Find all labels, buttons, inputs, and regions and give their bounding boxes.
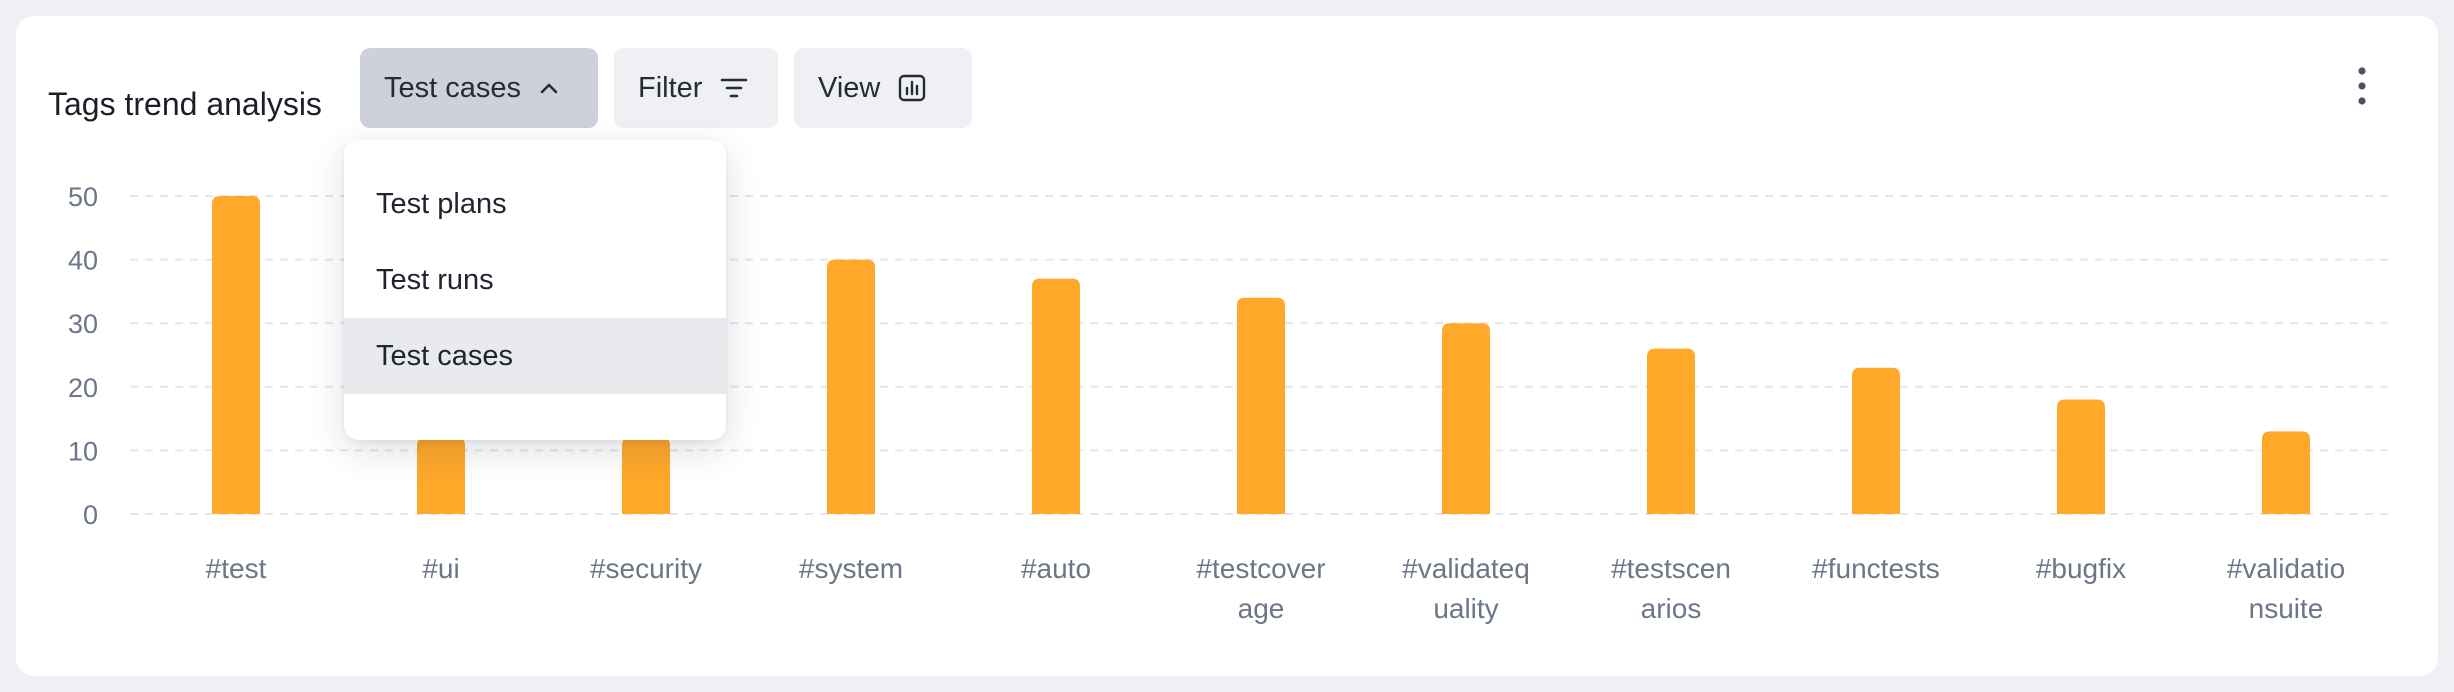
bar-auto[interactable] — [1032, 278, 1080, 514]
x-tick-label: #test — [206, 553, 267, 584]
x-tick-label: #bugfix — [2036, 553, 2126, 584]
x-tick-label: #security — [590, 553, 702, 584]
dropdown-item-test-plans[interactable]: Test plans — [376, 188, 507, 220]
type-dropdown-label: Test cases — [384, 71, 521, 104]
y-tick-label: 30 — [68, 309, 98, 339]
bar-testcoverage[interactable] — [1237, 297, 1285, 514]
y-tick-label: 50 — [68, 182, 98, 212]
dropdown-item-test-cases[interactable]: Test cases — [344, 318, 726, 394]
bar-validatequality[interactable] — [1442, 323, 1490, 514]
view-button[interactable]: View — [794, 48, 972, 128]
x-tick-label: #auto — [1021, 553, 1091, 584]
bar-security[interactable] — [622, 437, 670, 514]
type-dropdown-menu: Test plans Test runs Test cases — [344, 140, 726, 440]
widget-title: Tags trend analysis — [48, 86, 322, 122]
bar-functests[interactable] — [1852, 367, 1900, 514]
x-tick-label: #functests — [1812, 553, 1940, 584]
y-tick-label: 10 — [68, 436, 98, 466]
x-tick-label: #system — [799, 553, 903, 584]
y-tick-label: 40 — [68, 246, 98, 276]
x-tick-label: #ui — [422, 553, 459, 584]
y-tick-label: 20 — [68, 373, 98, 403]
bar-system[interactable] — [827, 259, 875, 514]
x-tick-label: #validateq uality — [1402, 553, 1530, 624]
bar-bugfix[interactable] — [2057, 399, 2105, 514]
bar-ui[interactable] — [417, 437, 465, 514]
chevron-up-icon — [539, 81, 559, 95]
bar-testscenarios[interactable] — [1647, 348, 1695, 514]
bar-test[interactable] — [212, 196, 260, 514]
dropdown-item-test-runs[interactable]: Test runs — [376, 264, 494, 296]
type-dropdown-button[interactable]: Test cases — [360, 48, 598, 128]
x-tick-label: #testscen arios — [1611, 553, 1731, 624]
y-tick-label: 0 — [83, 500, 98, 530]
filter-lines-icon — [720, 77, 748, 99]
view-label: View — [818, 71, 881, 104]
kebab-menu-icon — [2357, 66, 2367, 111]
filter-button[interactable]: Filter — [614, 48, 778, 128]
filter-label: Filter — [638, 71, 703, 104]
bar-validationsuite[interactable] — [2262, 431, 2310, 514]
x-tick-label: #testcover age — [1196, 553, 1325, 624]
x-tick-label: #validatio nsuite — [2227, 553, 2345, 624]
more-options-button[interactable] — [2342, 60, 2382, 116]
bar-chart-icon — [898, 74, 926, 102]
